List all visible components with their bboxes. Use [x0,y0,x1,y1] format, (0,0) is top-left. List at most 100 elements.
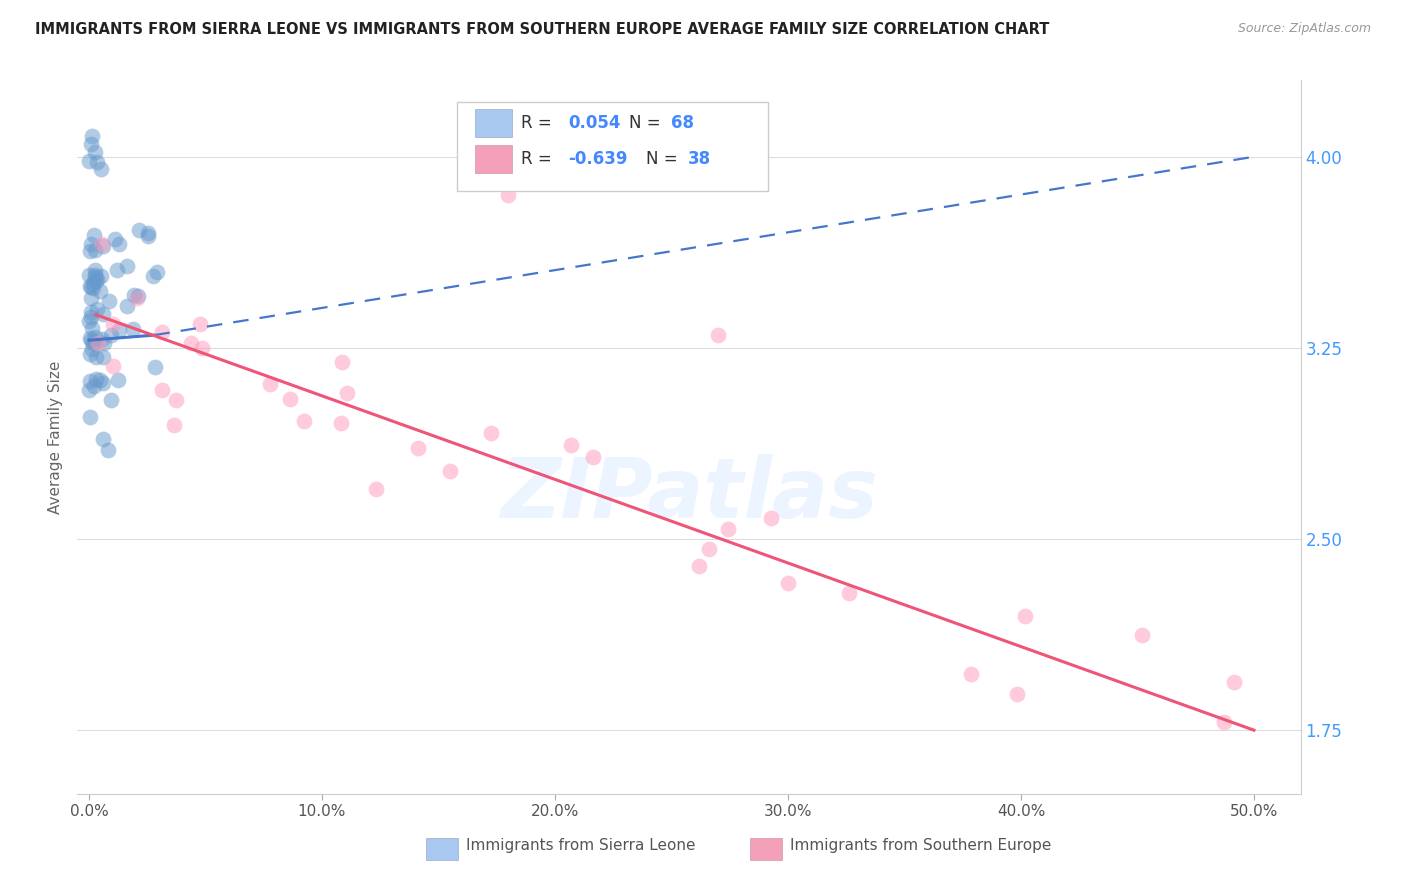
Point [79,383,101,397]
Point [80,321,103,335]
Point [101,317,124,331]
Point [699,541,721,556]
Point [90,162,112,177]
Point [86,272,108,286]
Point [87,335,110,350]
Text: 0.054: 0.054 [568,114,620,132]
Point [188,318,211,332]
Point [138,229,160,244]
Text: Source: ZipAtlas.com: Source: ZipAtlas.com [1237,22,1371,36]
Text: -0.639: -0.639 [568,150,627,168]
Point [79,374,101,388]
Point [259,377,281,392]
Point [330,417,353,431]
Point [108,236,131,251]
Point [84,269,107,284]
Point [142,269,165,284]
Point [84,243,107,257]
Point [498,188,520,202]
Point [122,322,145,336]
Point [80,343,103,357]
Point [86,154,108,169]
Point [100,328,122,343]
Point [105,263,128,277]
Point [93,335,115,350]
Point [146,265,169,279]
Point [278,392,301,406]
Point [960,667,983,681]
Point [117,299,139,313]
Point [1223,675,1246,690]
Point [82,129,104,144]
Point [91,332,114,346]
Point [1130,628,1153,642]
Point [127,288,149,302]
Point [80,237,103,252]
Point [79,154,101,169]
Point [84,274,107,288]
Point [122,287,145,301]
Point [128,223,150,237]
Point [776,576,799,591]
Text: R =: R = [522,114,557,132]
Point [107,323,129,337]
Point [150,325,173,339]
Point [104,232,127,246]
Point [479,425,502,440]
Text: ZIPatlas: ZIPatlas [501,454,877,534]
FancyBboxPatch shape [475,145,512,173]
Point [366,482,388,496]
Point [582,450,605,464]
Point [125,291,148,305]
FancyBboxPatch shape [426,838,458,860]
Point [107,373,129,387]
Point [406,441,429,455]
Point [336,385,359,400]
Point [1213,715,1236,730]
Point [330,355,353,369]
Point [143,359,166,374]
Text: 38: 38 [688,150,711,168]
Point [98,293,121,308]
Point [688,559,710,574]
Point [80,136,103,151]
Point [83,379,105,393]
Text: Immigrants from Southern Europe: Immigrants from Southern Europe [790,838,1052,853]
Point [180,336,202,351]
Point [82,281,104,295]
Point [79,347,101,361]
Point [79,278,101,293]
Point [717,522,740,536]
Text: R =: R = [522,150,557,168]
Point [79,313,101,327]
Text: N =: N = [628,114,666,132]
Point [80,333,103,347]
Point [91,239,114,253]
Point [89,373,111,387]
Point [79,409,101,424]
Point [82,336,104,351]
Point [759,511,782,525]
Point [89,284,111,298]
Point [80,279,103,293]
Point [90,269,112,284]
FancyBboxPatch shape [457,102,769,191]
Point [101,359,124,374]
Point [83,329,105,343]
Point [1005,687,1028,701]
Point [84,350,107,364]
Point [91,237,114,252]
Point [560,438,582,452]
Text: N =: N = [647,150,683,168]
Y-axis label: Average Family Size: Average Family Size [48,360,63,514]
FancyBboxPatch shape [751,838,782,860]
Point [82,276,104,290]
Point [97,442,120,457]
Point [165,392,187,407]
Point [91,376,114,391]
Point [83,228,105,243]
Point [79,331,101,345]
FancyBboxPatch shape [475,109,512,137]
Point [80,291,103,305]
Point [707,328,730,343]
